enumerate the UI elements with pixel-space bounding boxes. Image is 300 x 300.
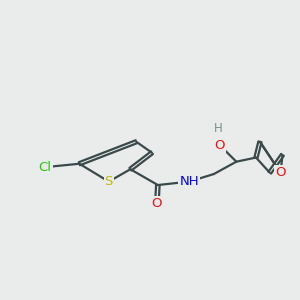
Text: O: O (275, 166, 286, 179)
Text: O: O (152, 197, 162, 210)
Text: O: O (214, 139, 225, 152)
Text: H: H (214, 122, 223, 134)
Text: NH: NH (179, 175, 199, 188)
Text: Cl: Cl (38, 161, 52, 174)
Text: S: S (105, 175, 113, 188)
